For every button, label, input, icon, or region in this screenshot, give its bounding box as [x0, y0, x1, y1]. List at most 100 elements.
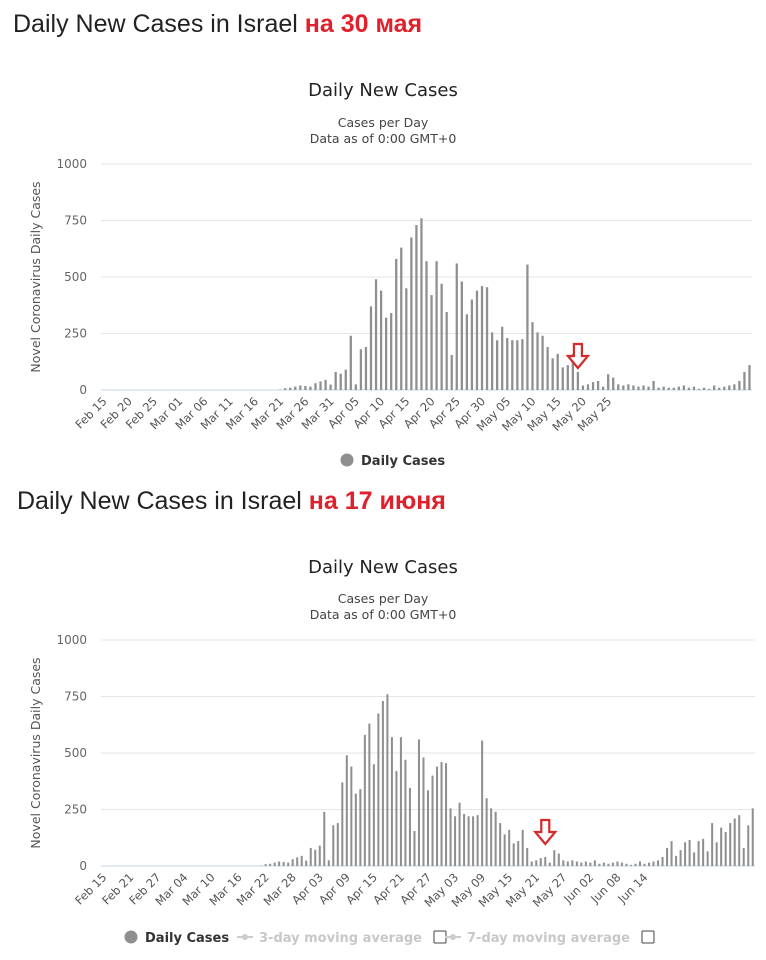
bar[interactable]	[368, 723, 371, 866]
bar[interactable]	[413, 830, 416, 866]
bar[interactable]	[738, 380, 741, 390]
bar[interactable]	[354, 793, 357, 866]
bar[interactable]	[647, 386, 650, 390]
bar[interactable]	[571, 860, 574, 866]
bar[interactable]	[576, 371, 580, 390]
bar[interactable]	[553, 850, 556, 866]
legend-marker[interactable]	[124, 930, 138, 944]
bar[interactable]	[589, 862, 592, 866]
bar[interactable]	[420, 218, 423, 390]
bar[interactable]	[593, 860, 596, 866]
bar[interactable]	[551, 358, 554, 390]
bar[interactable]	[738, 815, 741, 866]
bar[interactable]	[557, 853, 560, 866]
bar[interactable]	[405, 288, 408, 390]
bar[interactable]	[535, 860, 538, 866]
bar[interactable]	[688, 840, 691, 866]
bar[interactable]	[677, 386, 680, 390]
bar[interactable]	[601, 386, 605, 390]
bar[interactable]	[692, 386, 696, 390]
bar[interactable]	[544, 856, 547, 866]
bar[interactable]	[470, 299, 474, 390]
bar[interactable]	[296, 857, 299, 866]
bar[interactable]	[521, 339, 524, 390]
bar[interactable]	[485, 798, 488, 866]
bar[interactable]	[481, 740, 484, 866]
bar[interactable]	[526, 264, 529, 390]
legend-marker[interactable]	[450, 934, 456, 940]
bar[interactable]	[324, 379, 327, 390]
bar[interactable]	[707, 388, 711, 390]
bar[interactable]	[359, 789, 362, 866]
legend-label[interactable]: 7-day moving average	[467, 931, 630, 946]
bar[interactable]	[354, 384, 357, 390]
bar[interactable]	[349, 335, 352, 390]
bar[interactable]	[344, 369, 347, 390]
bar[interactable]	[475, 290, 479, 390]
bar[interactable]	[580, 862, 583, 866]
bar[interactable]	[566, 365, 569, 390]
bar[interactable]	[611, 862, 614, 866]
bar[interactable]	[733, 818, 736, 866]
bar[interactable]	[350, 766, 353, 866]
bar[interactable]	[729, 823, 732, 866]
bar[interactable]	[667, 387, 670, 390]
bar[interactable]	[269, 863, 272, 866]
bar[interactable]	[318, 845, 321, 866]
bar[interactable]	[309, 386, 312, 390]
bar[interactable]	[591, 382, 595, 390]
bar[interactable]	[571, 353, 574, 390]
bar[interactable]	[282, 861, 285, 866]
bar[interactable]	[329, 384, 332, 390]
bar[interactable]	[440, 283, 443, 390]
bar[interactable]	[512, 843, 515, 866]
bar[interactable]	[319, 381, 322, 390]
bar[interactable]	[521, 829, 524, 866]
bar[interactable]	[430, 295, 433, 390]
bar[interactable]	[496, 340, 499, 390]
bar[interactable]	[359, 349, 363, 390]
bar[interactable]	[278, 861, 281, 866]
bar[interactable]	[724, 832, 727, 866]
bar[interactable]	[299, 385, 302, 390]
bar[interactable]	[460, 281, 463, 390]
bar[interactable]	[517, 841, 520, 866]
bar[interactable]	[687, 387, 691, 390]
bar[interactable]	[670, 841, 673, 866]
bar[interactable]	[742, 847, 745, 866]
bar[interactable]	[264, 864, 267, 866]
bar[interactable]	[390, 737, 393, 866]
bar[interactable]	[620, 862, 623, 866]
bar[interactable]	[323, 811, 326, 866]
bar[interactable]	[682, 385, 686, 390]
bar[interactable]	[662, 386, 665, 390]
legend-marker[interactable]	[242, 934, 248, 940]
bar[interactable]	[339, 373, 342, 390]
bar[interactable]	[723, 386, 726, 390]
bar[interactable]	[657, 387, 660, 390]
bar[interactable]	[440, 762, 443, 866]
bar[interactable]	[728, 385, 731, 390]
bar[interactable]	[287, 862, 290, 866]
bar[interactable]	[372, 764, 375, 866]
bar[interactable]	[541, 335, 544, 390]
bar[interactable]	[602, 862, 605, 866]
bar[interactable]	[627, 384, 630, 390]
bar[interactable]	[643, 863, 646, 866]
bar[interactable]	[445, 763, 448, 866]
legend-label[interactable]: Daily Cases	[145, 931, 229, 946]
bar[interactable]	[501, 326, 504, 390]
bar[interactable]	[426, 790, 430, 866]
bar[interactable]	[652, 380, 655, 390]
bar[interactable]	[384, 317, 388, 390]
bar[interactable]	[467, 816, 470, 866]
bar[interactable]	[395, 258, 398, 390]
bar[interactable]	[625, 863, 628, 866]
bar[interactable]	[374, 279, 378, 390]
bar[interactable]	[399, 737, 402, 866]
bar[interactable]	[679, 850, 682, 866]
bar[interactable]	[309, 847, 312, 866]
bar[interactable]	[431, 775, 434, 866]
bar[interactable]	[417, 739, 420, 866]
bar[interactable]	[364, 347, 368, 390]
